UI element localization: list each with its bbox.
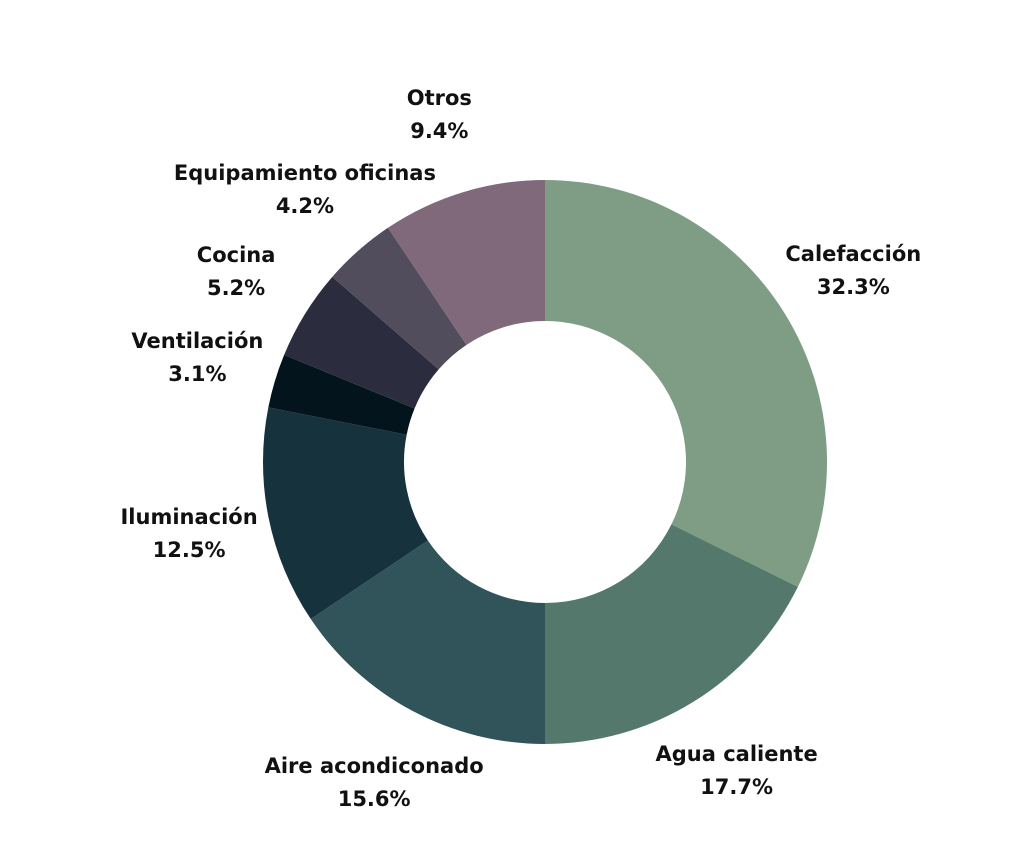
label-ventilacion: Ventilación 3.1%: [131, 329, 263, 386]
slice-calefaccion: [545, 180, 828, 587]
slice-otros: [387, 180, 545, 345]
label-iluminacion: Iluminación 12.5%: [120, 505, 257, 562]
label-name: Otros: [407, 86, 472, 110]
slice-iluminacion: [263, 407, 428, 620]
label-name: Equipamiento oficinas: [174, 161, 436, 185]
label-cocina: Cocina 5.2%: [197, 243, 276, 300]
label-calefaccion: Calefacción 32.3%: [785, 242, 921, 299]
label-value: 3.1%: [168, 362, 226, 386]
slice-cocina: [284, 276, 439, 409]
slice-agua-caliente: [545, 524, 798, 744]
label-otros: Otros 9.4%: [407, 86, 472, 143]
slice-aire-acondiconado: [310, 540, 545, 744]
slice-equipamiento-oficinas: [332, 227, 467, 370]
label-name: Cocina: [197, 243, 276, 267]
label-value: 5.2%: [207, 276, 265, 300]
label-value: 17.7%: [700, 775, 773, 799]
label-value: 4.2%: [276, 194, 334, 218]
label-aire-acondiconado: Aire acondiconado 15.6%: [265, 754, 484, 811]
label-name: Aire acondiconado: [265, 754, 484, 778]
label-value: 9.4%: [410, 119, 468, 143]
label-name: Agua caliente: [655, 742, 817, 766]
label-value: 12.5%: [153, 538, 226, 562]
label-agua-caliente: Agua caliente 17.7%: [655, 742, 817, 799]
labels-group: Calefacción 32.3% Agua caliente 17.7% Aire a…: [120, 86, 921, 811]
label-value: 32.3%: [817, 275, 890, 299]
label-name: Calefacción: [785, 242, 921, 266]
slice-ventilacion: [268, 354, 415, 435]
label-value: 15.6%: [338, 787, 411, 811]
label-name: Ventilación: [131, 329, 263, 353]
label-name: Iluminación: [120, 505, 257, 529]
slices-group: [263, 180, 828, 744]
label-equipamiento-oficinas: Equipamiento oficinas 4.2%: [174, 161, 436, 218]
